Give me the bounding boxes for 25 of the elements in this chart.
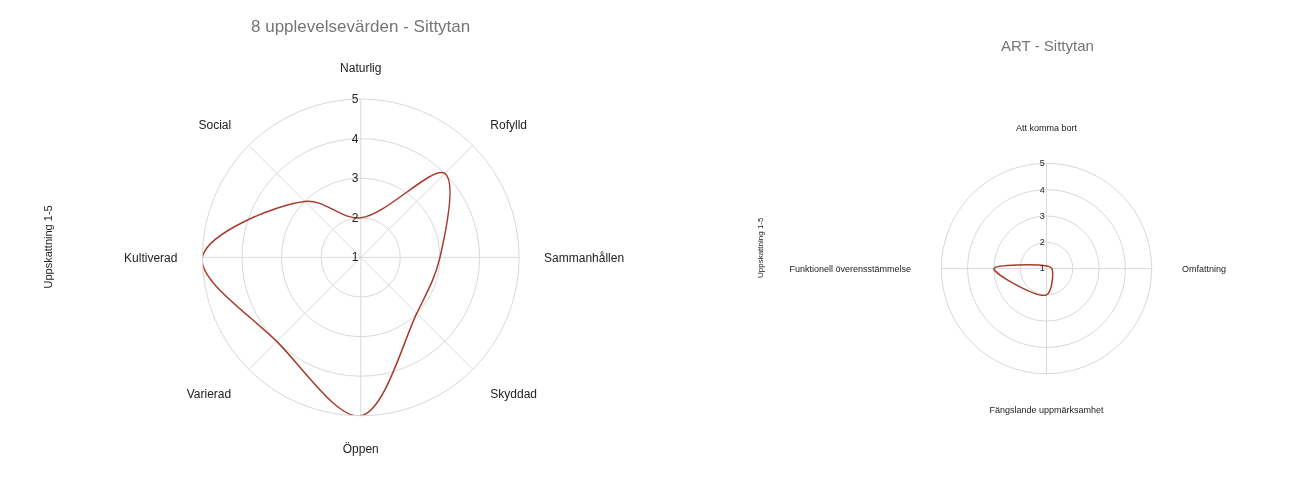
y-tick-label: 4 [351, 131, 359, 146]
spoke-label: Omfattning [1181, 263, 1227, 274]
spoke-label: Varierad [186, 387, 232, 402]
spoke-label: Kultiverad [124, 250, 178, 265]
y-tick-label: 5 [351, 91, 359, 106]
y-tick-label: 4 [1039, 184, 1045, 195]
chart-title: 8 upplevelsevärden - Sittytan [251, 17, 471, 36]
text: Uppskattning 1-5 [756, 216, 765, 278]
spoke-label: Sammanhållen [544, 250, 625, 265]
spoke-label: Att komma bort [1015, 123, 1078, 134]
spoke-label: Fängslande uppmärksamhet [989, 405, 1105, 416]
spoke-label: Social [198, 118, 232, 133]
y-tick-label: 1 [1039, 263, 1045, 274]
text: Uppskattning 1-5 [41, 205, 54, 289]
y-tick-label: 3 [1039, 210, 1045, 221]
spoke-label: Rofylld [490, 118, 528, 133]
spoke-label: Naturlig [340, 60, 382, 75]
y-tick-label: 3 [351, 171, 359, 186]
spoke-label: Funktionell överensstämmelse [789, 263, 912, 274]
spoke-label: Öppen [342, 441, 379, 456]
y-tick-label: 2 [1039, 237, 1045, 248]
y-tick-label: 1 [351, 250, 359, 265]
spoke-label: Skyddad [490, 387, 538, 402]
chart-title: ART - Sittytan [1001, 37, 1094, 54]
y-tick-label: 5 [1039, 158, 1045, 169]
